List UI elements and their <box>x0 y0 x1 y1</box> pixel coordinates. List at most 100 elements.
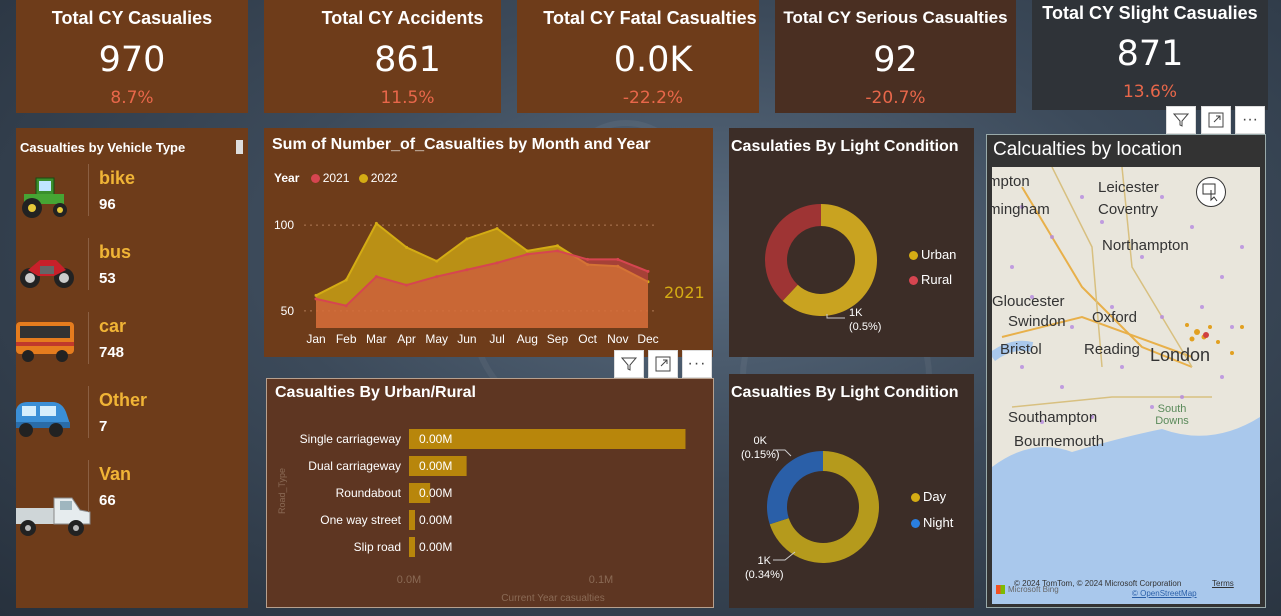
legend-label: Day <box>923 489 947 504</box>
kpi-title: Total CY Casualies <box>51 8 213 28</box>
divider <box>88 460 89 512</box>
bar <box>409 456 467 476</box>
map-select-tool-button[interactable] <box>1196 177 1226 207</box>
list-item[interactable]: bus 53 <box>16 238 246 310</box>
expand-icon <box>1208 112 1224 128</box>
data-point <box>646 269 650 273</box>
road-type-chart[interactable]: Casualties By Urban/Rural Single carriag… <box>266 378 714 608</box>
donut-percent: (0.15%) <box>741 449 780 461</box>
legend-label: Night <box>923 515 954 530</box>
bar-value-label: 0.00M <box>419 540 452 554</box>
x-tick-label: May <box>425 332 448 346</box>
list-item[interactable]: Van 66 <box>16 460 246 536</box>
map-copyright: © 2024 TomTom, © 2024 Microsoft Corporat… <box>1014 579 1182 588</box>
chart-title: Casualties By Light Condition <box>731 384 959 401</box>
map-city-label: Coventry <box>1098 201 1159 218</box>
data-point <box>344 278 348 282</box>
data-point <box>314 293 318 297</box>
x-tick-label: Dec <box>637 332 658 346</box>
legend-dot-night <box>911 519 920 529</box>
x-tick-label: Feb <box>336 332 357 346</box>
leader-line <box>773 551 796 561</box>
kpi-card-accidents[interactable]: Total CY Accidents 861 11.5% <box>264 0 501 113</box>
filter-button[interactable] <box>614 350 644 378</box>
x-axis-label: Current Year casualties <box>501 593 604 604</box>
map-city-label: Leicester <box>1098 179 1159 196</box>
monthly-casualties-chart[interactable]: Sum of Number_of_Casualties by Month and… <box>264 128 713 357</box>
data-point <box>435 275 439 279</box>
kpi-card-fatal[interactable]: Total CY Fatal Casualties 0.0K -22.2% <box>517 0 759 113</box>
x-tick-label: Apr <box>397 332 416 346</box>
kpi-delta: 11.5% <box>380 88 435 108</box>
bar <box>409 429 686 449</box>
legend-label: Urban <box>921 247 957 262</box>
day-night-donut-card[interactable]: Casualties By Light Condition 0K (0.15%)… <box>729 374 974 608</box>
map-more-options-button[interactable]: ··· <box>1235 106 1265 134</box>
map-city-label: Oxford <box>1092 309 1138 326</box>
bar-value-label: 0.00M <box>419 459 452 473</box>
list-item[interactable]: car 748 <box>16 312 246 384</box>
scrollbar-thumb[interactable] <box>236 140 243 154</box>
legend-dot-rural <box>909 276 918 286</box>
data-point <box>525 249 529 253</box>
x-tick-label: Aug <box>517 332 538 346</box>
map-city-label: Reading <box>1084 341 1140 358</box>
kpi-delta: -22.2% <box>622 88 684 108</box>
kpi-title: Total CY Slight Casualies <box>1042 3 1258 23</box>
bar <box>409 483 431 503</box>
map-canvas[interactable]: mpton Leicester mingham Coventry Northam… <box>992 167 1260 604</box>
vehicle-name: car <box>99 316 127 336</box>
list-item[interactable]: bike 96 <box>16 164 246 236</box>
map-city-label: London <box>1150 345 1211 365</box>
divider <box>88 238 89 290</box>
kpi-value: 871 <box>1116 34 1184 74</box>
map-focus-mode-button[interactable] <box>1201 106 1231 134</box>
vehicle-name: bike <box>99 168 136 188</box>
expand-icon <box>655 356 671 372</box>
map-city-label: Southampton <box>1008 409 1098 426</box>
casualties-map-card[interactable]: Calcualties by location mpt <box>986 134 1266 608</box>
focus-mode-button[interactable] <box>648 350 678 378</box>
pickup-truck-icon <box>16 497 91 536</box>
kpi-card-serious[interactable]: Total CY Serious Casualties 92 -20.7% <box>775 0 1016 113</box>
map-osm-link[interactable]: © OpenStreetMap <box>1132 589 1197 598</box>
donut-slice-night <box>767 451 823 525</box>
more-options-button[interactable]: ··· <box>682 350 712 378</box>
more-icon: ··· <box>1242 111 1258 128</box>
map-filter-button[interactable] <box>1166 106 1196 134</box>
map-city-label: mpton <box>992 173 1030 190</box>
kpi-title: Total CY Accidents <box>321 8 484 28</box>
kpi-card-casualties[interactable]: Total CY Casualies 970 8.7% <box>16 0 248 113</box>
data-point <box>555 249 559 253</box>
list-item[interactable]: Other 7 <box>16 386 246 458</box>
data-point <box>555 244 559 248</box>
legend-label-2021: 2021 <box>322 171 350 185</box>
legend-item: Night <box>911 510 953 536</box>
car-icon <box>16 402 70 437</box>
map-title: Calcualties by location <box>993 139 1183 160</box>
legend-dot-2022 <box>358 174 368 184</box>
data-point <box>405 283 409 287</box>
x-tick-label: Sep <box>547 332 569 346</box>
donut-value: 1K <box>757 555 771 567</box>
x-tick-label: Jul <box>489 332 504 346</box>
urban-rural-donut-card[interactable]: Casulaties By Light Condition 1K (0.5%) … <box>729 128 974 357</box>
y-category-label: Dual carriageway <box>308 459 401 473</box>
map-terms-link[interactable]: Terms <box>1212 579 1234 588</box>
chart-title: Casulaties By Light Condition <box>731 138 959 155</box>
vehicle-value: 96 <box>99 196 116 213</box>
x-tick-label: Jun <box>457 332 476 346</box>
legend-label: Rural <box>921 272 953 287</box>
kpi-card-slight[interactable]: Total CY Slight Casualies 871 13.6% <box>1032 0 1268 110</box>
series-end-label: 2021 <box>664 283 705 302</box>
series-area-2021 <box>316 250 648 328</box>
vehicle-type-panel[interactable]: Casualties by Vehicle Type bike 96 bus 5… <box>16 128 248 608</box>
y-category-label: Roundabout <box>336 486 402 500</box>
legend-dot-urban <box>909 251 918 261</box>
donut-value-label: 1K (0.5%) <box>849 306 881 334</box>
leader-line <box>773 449 792 457</box>
leader-line <box>826 314 845 319</box>
data-point <box>435 259 439 263</box>
data-point <box>374 221 378 225</box>
bar-value-label: 0.00M <box>419 432 452 446</box>
